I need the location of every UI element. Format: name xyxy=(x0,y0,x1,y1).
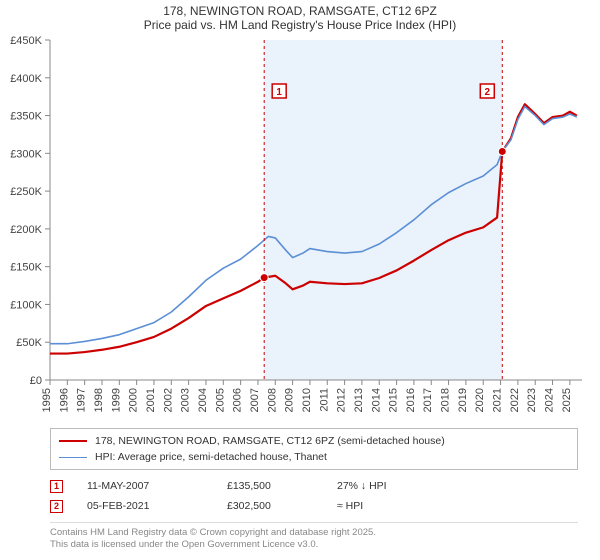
svg-text:2020: 2020 xyxy=(474,388,486,412)
svg-text:2016: 2016 xyxy=(405,388,417,412)
svg-text:1996: 1996 xyxy=(58,388,70,412)
svg-text:2017: 2017 xyxy=(422,388,434,412)
svg-text:2009: 2009 xyxy=(284,388,296,412)
svg-text:2007: 2007 xyxy=(249,388,261,412)
detail-hpi: ≈ HPI xyxy=(337,500,363,512)
detail-date: 11-MAY-2007 xyxy=(87,480,227,492)
svg-text:2013: 2013 xyxy=(353,388,365,412)
svg-text:2005: 2005 xyxy=(214,388,226,412)
svg-text:2010: 2010 xyxy=(301,388,313,412)
svg-text:2003: 2003 xyxy=(180,388,192,412)
svg-text:£200K: £200K xyxy=(10,224,42,236)
svg-text:2012: 2012 xyxy=(336,388,348,412)
svg-text:2000: 2000 xyxy=(128,388,140,412)
svg-text:£50K: £50K xyxy=(16,337,42,349)
svg-text:2: 2 xyxy=(485,87,491,98)
chart-area: £0 £50K £100K £150K £200K £250K £300K £350K £400… xyxy=(0,34,600,424)
legend-label: 178, NEWINGTON ROAD, RAMSGATE, CT12 6PZ … xyxy=(95,435,445,447)
svg-text:2002: 2002 xyxy=(162,388,174,412)
svg-text:2021: 2021 xyxy=(492,388,504,412)
svg-text:1995: 1995 xyxy=(41,388,53,412)
svg-text:£100K: £100K xyxy=(10,299,42,311)
svg-text:1999: 1999 xyxy=(110,388,122,412)
svg-text:£250K: £250K xyxy=(10,186,42,198)
detail-date: 05-FEB-2021 xyxy=(87,500,227,512)
svg-text:2018: 2018 xyxy=(440,388,452,412)
svg-text:2011: 2011 xyxy=(318,388,330,412)
detail-row: 1 11-MAY-2007 £135,500 27% ↓ HPI xyxy=(50,476,578,496)
detail-marker: 2 xyxy=(50,500,63,513)
svg-text:2015: 2015 xyxy=(388,388,400,412)
footer-line: This data is licensed under the Open Gov… xyxy=(50,539,578,551)
legend-label: HPI: Average price, semi-detached house,… xyxy=(95,451,327,463)
svg-text:£350K: £350K xyxy=(10,111,42,123)
svg-text:2006: 2006 xyxy=(232,388,244,412)
svg-text:2025: 2025 xyxy=(561,388,573,412)
detail-table: 1 11-MAY-2007 £135,500 27% ↓ HPI 2 05-FE… xyxy=(50,476,578,516)
title-subtitle: Price paid vs. HM Land Registry's House … xyxy=(0,18,600,32)
footer-line: Contains HM Land Registry data © Crown c… xyxy=(50,527,578,539)
detail-row: 2 05-FEB-2021 £302,500 ≈ HPI xyxy=(50,496,578,516)
legend-row: HPI: Average price, semi-detached house,… xyxy=(59,449,569,465)
svg-text:2019: 2019 xyxy=(457,388,469,412)
svg-text:2024: 2024 xyxy=(544,388,556,412)
footer: Contains HM Land Registry data © Crown c… xyxy=(50,522,578,551)
svg-text:£0: £0 xyxy=(30,375,42,387)
svg-text:£400K: £400K xyxy=(10,73,42,85)
svg-text:2008: 2008 xyxy=(266,388,278,412)
chart-svg: £0 £50K £100K £150K £200K £250K £300K £350K £400… xyxy=(0,34,600,424)
detail-price: £135,500 xyxy=(227,480,337,492)
svg-text:2014: 2014 xyxy=(370,388,382,412)
svg-text:2022: 2022 xyxy=(509,388,521,412)
detail-hpi: 27% ↓ HPI xyxy=(337,480,387,492)
svg-text:£300K: £300K xyxy=(10,148,42,160)
svg-text:2004: 2004 xyxy=(197,388,209,412)
chart-title: 178, NEWINGTON ROAD, RAMSGATE, CT12 6PZ … xyxy=(0,0,600,34)
legend-swatch xyxy=(59,440,87,442)
svg-text:1997: 1997 xyxy=(76,388,88,412)
svg-text:1998: 1998 xyxy=(93,388,105,412)
legend: 178, NEWINGTON ROAD, RAMSGATE, CT12 6PZ … xyxy=(50,428,578,470)
title-address: 178, NEWINGTON ROAD, RAMSGATE, CT12 6PZ xyxy=(0,4,600,18)
svg-text:£450K: £450K xyxy=(10,35,42,47)
svg-text:£150K: £150K xyxy=(10,262,42,274)
svg-text:2023: 2023 xyxy=(526,388,538,412)
svg-text:2001: 2001 xyxy=(145,388,157,412)
detail-price: £302,500 xyxy=(227,500,337,512)
detail-marker: 1 xyxy=(50,480,63,493)
svg-text:1: 1 xyxy=(276,87,282,98)
legend-row: 178, NEWINGTON ROAD, RAMSGATE, CT12 6PZ … xyxy=(59,433,569,449)
legend-swatch xyxy=(59,457,87,458)
